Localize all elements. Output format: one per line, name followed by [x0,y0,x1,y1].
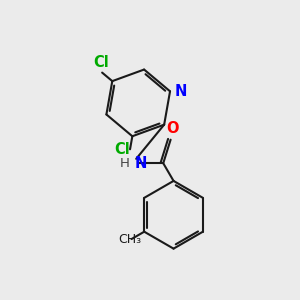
Text: Cl: Cl [114,142,130,157]
Text: N: N [175,84,187,99]
Text: Cl: Cl [93,55,109,70]
Text: N: N [134,156,147,171]
Text: O: O [166,121,178,136]
Text: H: H [119,157,129,170]
Text: CH₃: CH₃ [118,232,141,246]
